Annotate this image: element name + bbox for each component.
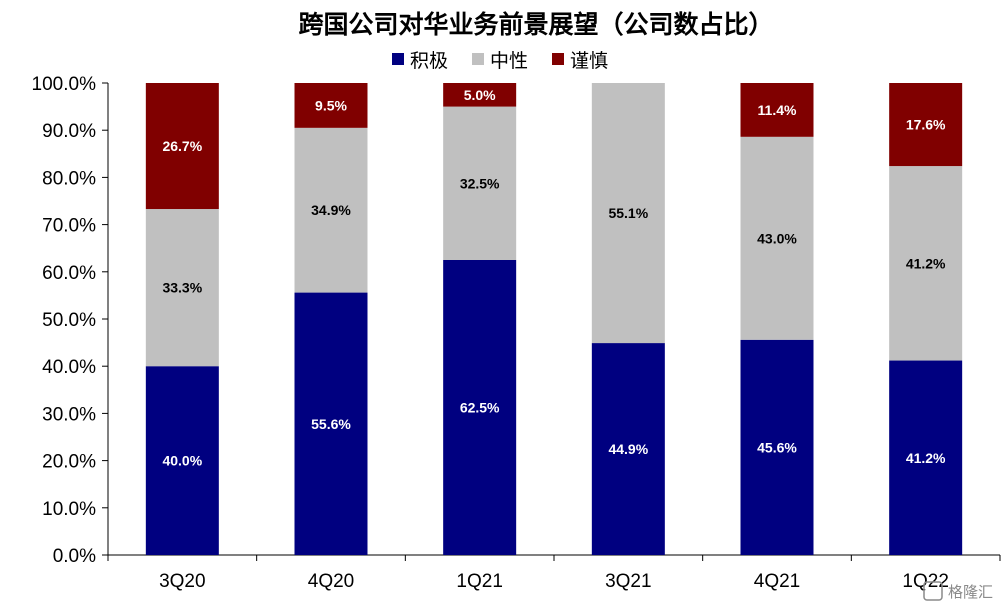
legend-label: 谨慎 <box>570 50 608 72</box>
bar-segment <box>740 136 814 340</box>
y-tick-label: 70.0% <box>42 216 96 237</box>
bar-segment <box>443 106 517 260</box>
chart-title: 跨国公司对华业务前景展望（公司数占比） <box>298 10 773 39</box>
y-axis: 0.0% 10.0% 20.0% 30.0% 40.0% 50.0% 60.0% 70.0% 8… <box>32 74 109 567</box>
legend-label: 中性 <box>490 50 528 72</box>
watermark-logo-icon <box>923 581 943 601</box>
data-label: 55.6% <box>311 416 351 432</box>
y-tick-label: 100.0% <box>32 74 97 95</box>
legend-swatch <box>472 53 484 65</box>
x-tick-label: 4Q21 <box>754 571 800 592</box>
data-label: 17.6% <box>906 117 946 133</box>
legend: 积极 中性 谨慎 <box>392 50 608 72</box>
x-tick-label: 3Q20 <box>159 571 205 592</box>
x-axis: 3Q20 4Q20 1Q21 3Q21 4Q21 1Q22 <box>107 554 1001 592</box>
data-label: 9.5% <box>315 97 347 113</box>
bar-segment <box>294 292 368 555</box>
bar-segment <box>591 83 665 344</box>
bars <box>145 83 963 555</box>
bar-segment <box>145 83 219 210</box>
bar-segment <box>889 166 963 361</box>
y-tick-label: 50.0% <box>42 310 96 331</box>
y-tick-label: 40.0% <box>42 357 96 378</box>
x-tick-label: 4Q20 <box>308 571 354 592</box>
x-tick-label: 1Q21 <box>456 571 502 592</box>
bar-segment <box>740 339 814 555</box>
y-tick-label: 0.0% <box>53 546 96 567</box>
legend-swatch <box>552 53 564 65</box>
bar-segment <box>145 366 219 555</box>
watermark: 格隆汇 <box>923 581 993 601</box>
data-label: 34.9% <box>311 202 351 218</box>
data-label: 26.7% <box>162 138 202 154</box>
legend-label: 积极 <box>410 50 448 72</box>
data-label: 43.0% <box>757 230 797 246</box>
bar-segment <box>294 127 368 293</box>
bar-segment <box>889 83 963 167</box>
data-label: 41.2% <box>906 450 946 466</box>
data-label: 11.4% <box>758 102 797 118</box>
x-tick-label: 3Q21 <box>605 571 651 592</box>
y-tick-label: 30.0% <box>42 404 96 425</box>
bar-segment <box>443 83 517 107</box>
bar-segment <box>591 343 665 555</box>
y-tick-label: 90.0% <box>42 121 96 142</box>
data-label: 45.6% <box>757 439 797 455</box>
y-tick-label: 10.0% <box>42 499 96 520</box>
watermark-text: 格隆汇 <box>948 583 993 601</box>
data-labels: 40.0% 33.3% 26.7% 55.6% 34.9% 9.5% 62.5% 32.5% 5… <box>162 87 946 469</box>
data-label: 33.3% <box>162 280 202 296</box>
bar-segment <box>294 83 368 128</box>
bar-segment <box>145 209 219 367</box>
bar-segment <box>443 260 517 555</box>
y-tick-label: 20.0% <box>42 452 96 473</box>
y-tick-label: 80.0% <box>42 168 96 189</box>
bar-segment <box>889 360 963 555</box>
bar-segment <box>740 83 814 137</box>
data-label: 40.0% <box>162 453 202 469</box>
data-label: 5.0% <box>464 87 496 103</box>
data-label: 62.5% <box>460 400 500 416</box>
legend-swatch <box>392 53 404 65</box>
y-tick-label: 60.0% <box>42 263 96 284</box>
data-label: 55.1% <box>608 205 648 221</box>
data-label: 32.5% <box>460 175 500 191</box>
data-label: 44.9% <box>608 441 648 457</box>
data-label: 41.2% <box>906 255 946 271</box>
